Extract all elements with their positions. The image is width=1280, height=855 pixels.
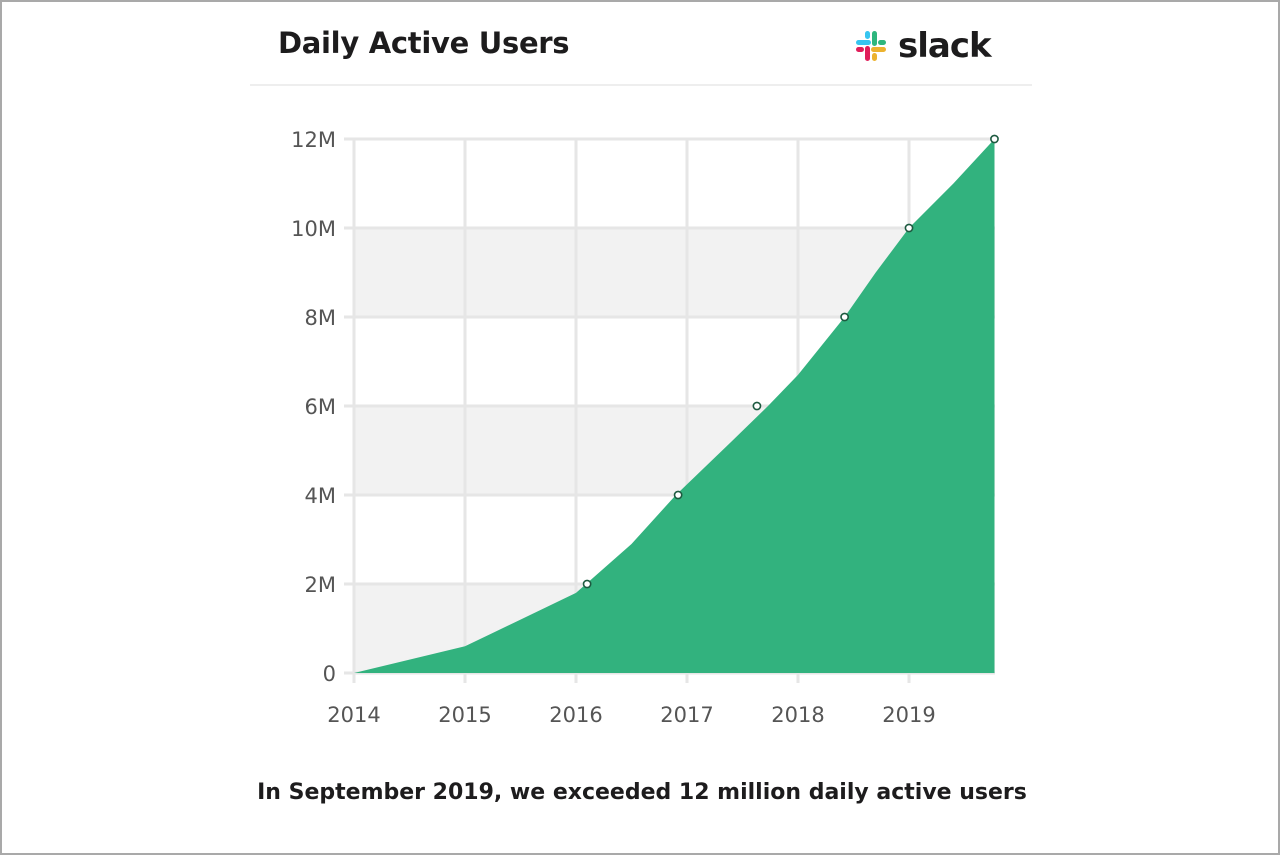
chart-title: Daily Active Users [278, 26, 570, 60]
y-tick-label: 0 [323, 662, 336, 686]
x-tick-label: 2017 [660, 703, 713, 727]
data-point [904, 223, 914, 233]
y-tick-label: 2M [305, 573, 336, 597]
brand: slack [852, 26, 992, 66]
y-tick-label: 4M [305, 484, 336, 508]
header-divider [250, 84, 1032, 86]
chart-caption: In September 2019, we exceeded 12 millio… [257, 780, 1027, 805]
x-tick-label: 2018 [771, 703, 824, 727]
x-tick-label: 2014 [327, 703, 380, 727]
data-point [582, 579, 592, 589]
slack-logo-icon [856, 31, 886, 61]
x-tick-label: 2016 [549, 703, 602, 727]
y-tick-label: 6M [305, 395, 336, 419]
x-tick-label: 2015 [438, 703, 491, 727]
data-point [752, 401, 762, 411]
brand-name: slack [898, 26, 992, 66]
y-tick-label: 10M [291, 217, 336, 241]
data-point [990, 134, 999, 144]
data-point [840, 312, 850, 322]
data-point [673, 490, 683, 500]
area-series [354, 139, 995, 673]
y-tick-label: 8M [305, 306, 336, 330]
x-tick-label: 2019 [882, 703, 935, 727]
y-tick-label: 12M [291, 128, 336, 152]
